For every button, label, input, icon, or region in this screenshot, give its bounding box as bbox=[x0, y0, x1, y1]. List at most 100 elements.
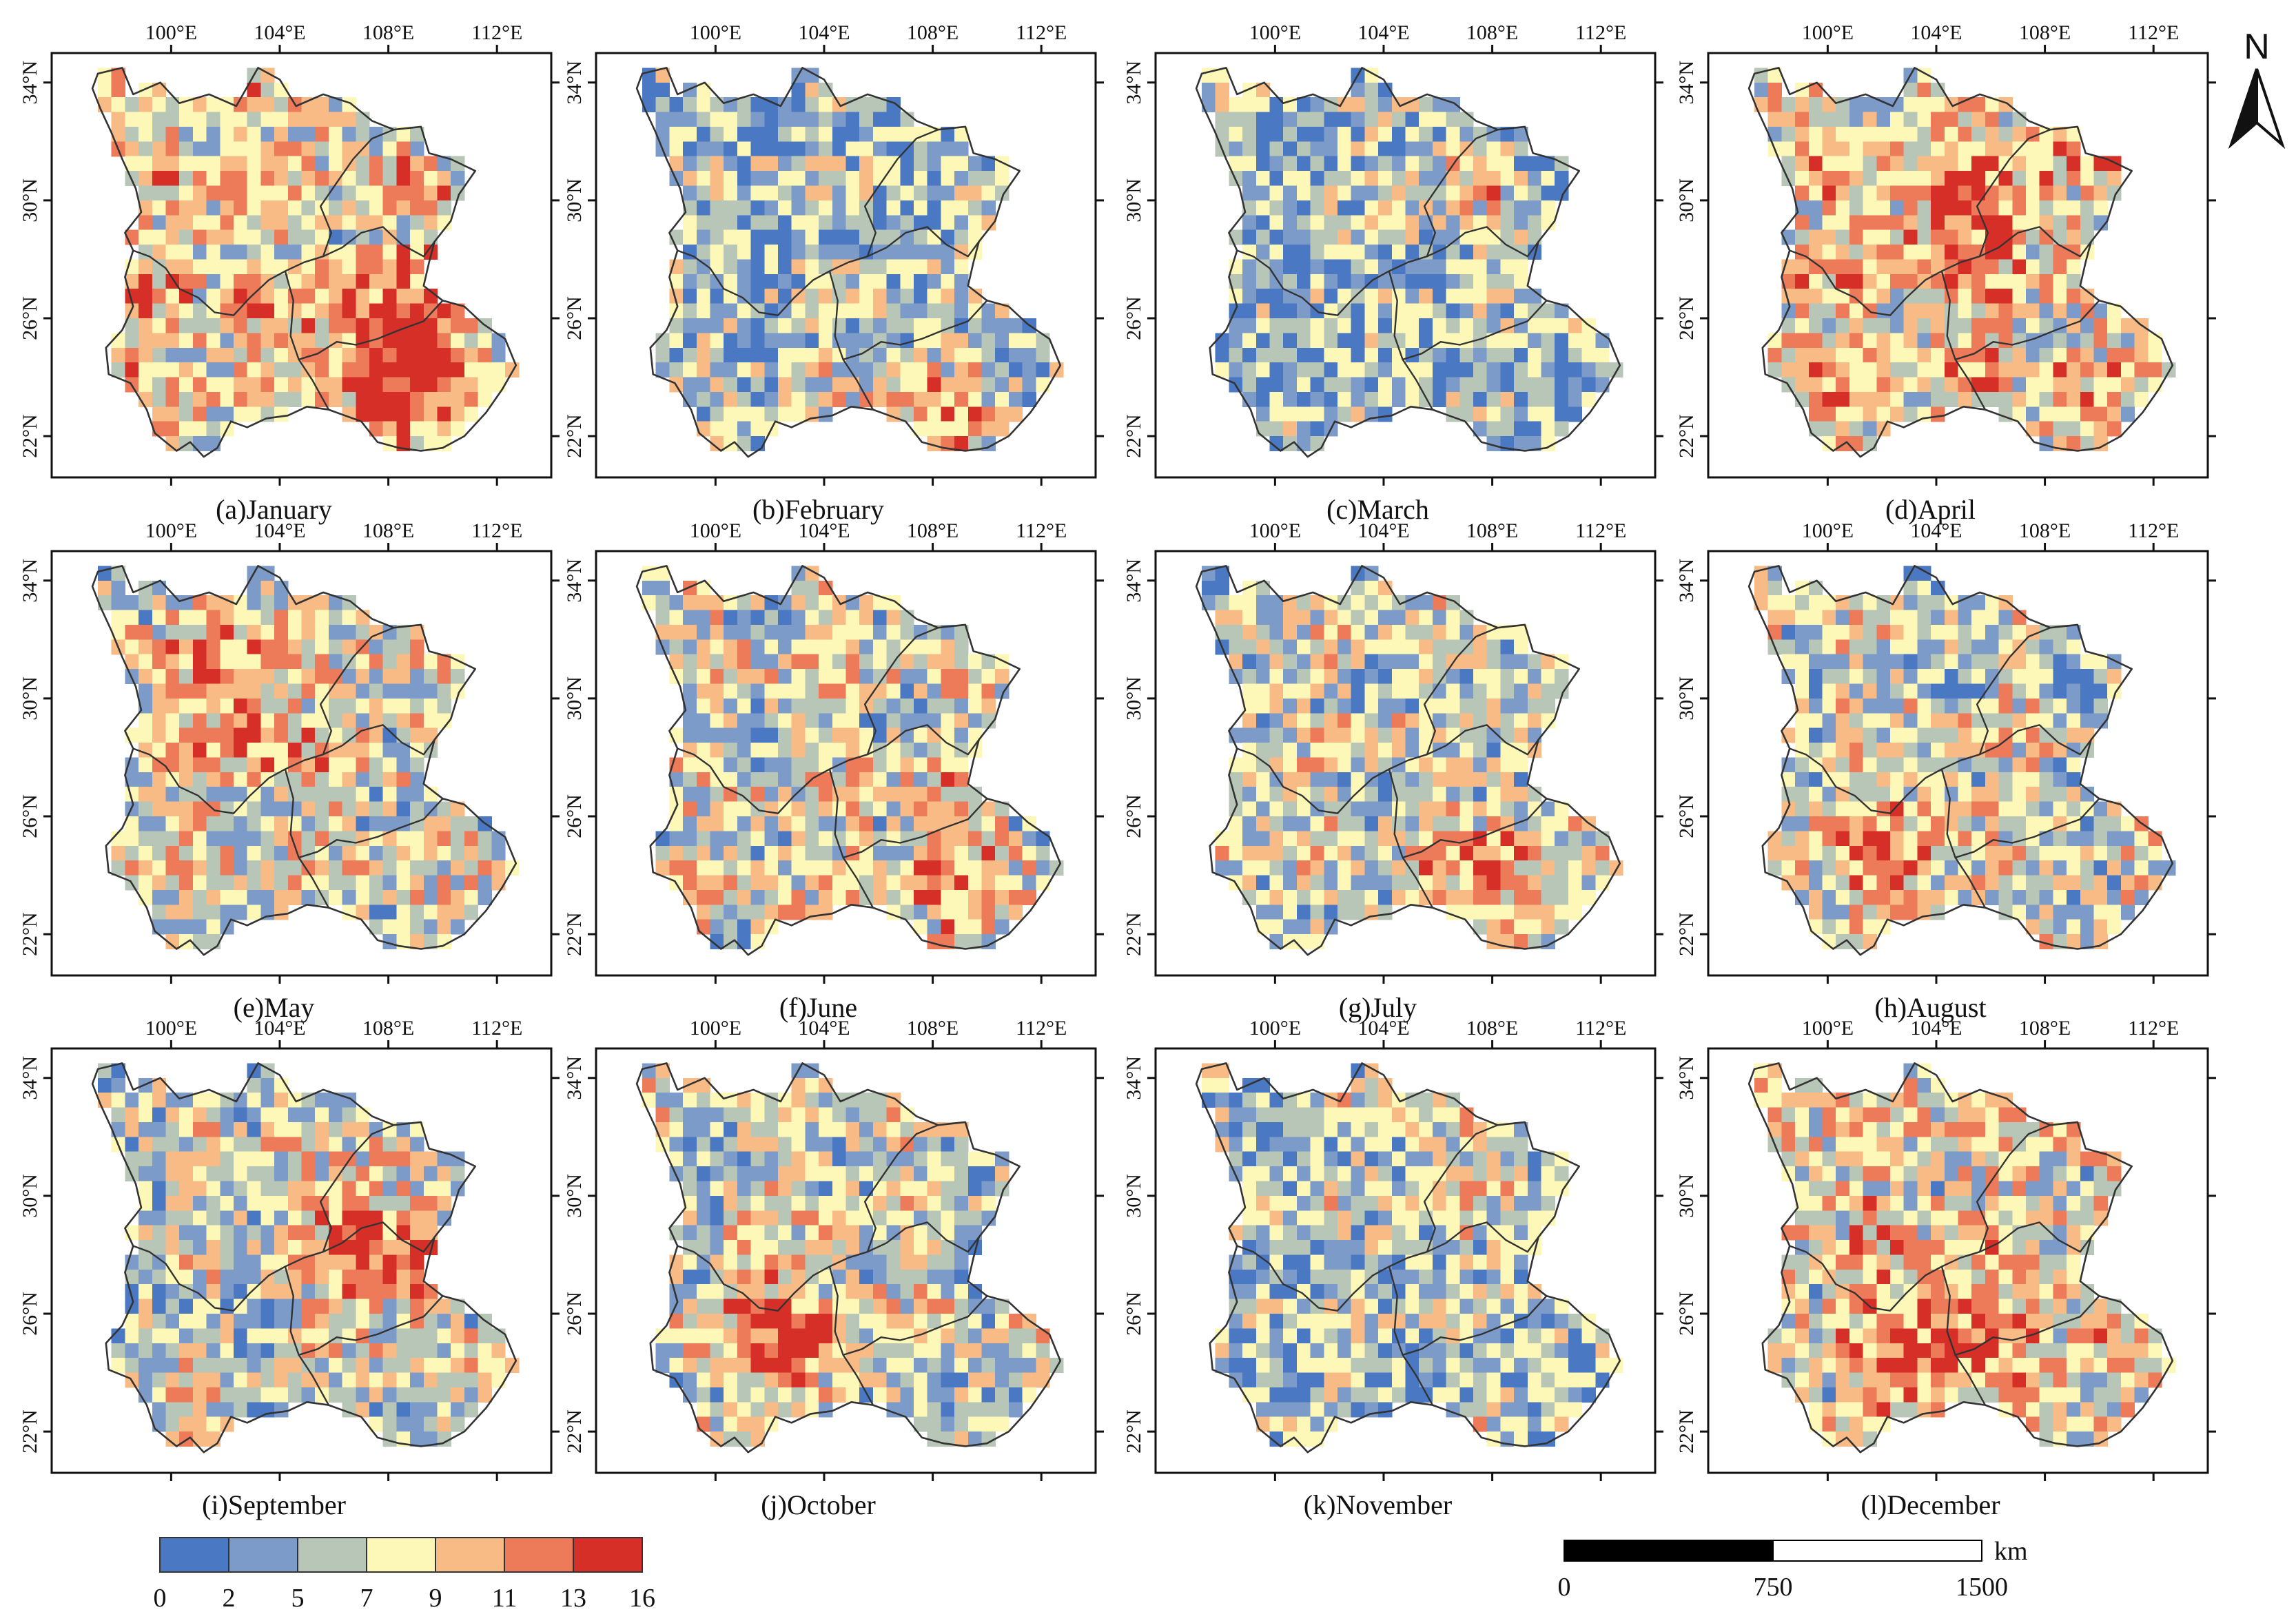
y-tick-label: 30°N bbox=[1675, 178, 1698, 223]
raster-cells bbox=[98, 1063, 520, 1447]
x-tick-label: 112°E bbox=[471, 519, 522, 542]
panel-label: (l)December bbox=[1861, 1489, 2000, 1520]
x-tick-label: 100°E bbox=[1249, 519, 1301, 542]
panel-label: (f)June bbox=[779, 992, 857, 1023]
y-tick-label: 22°N bbox=[1675, 414, 1698, 458]
y-tick-label: 22°N bbox=[19, 1409, 41, 1454]
province-boundary bbox=[1423, 1124, 1498, 1252]
legend-break-label: 0 bbox=[154, 1584, 167, 1613]
province-boundary bbox=[1445, 1221, 1539, 1253]
y-tick-label: 22°N bbox=[1675, 1409, 1698, 1454]
x-tick-label: 104°E bbox=[254, 1017, 305, 1040]
province-boundary bbox=[1998, 1221, 2092, 1253]
map-panel-apr: 100°E 104°E 108°E 112°E 34°N 30°N 26°N 22°N (d)A… bbox=[1675, 21, 2216, 525]
province-boundary bbox=[1236, 247, 1447, 316]
province-boundary bbox=[1998, 226, 2092, 258]
y-tick-label: 26°N bbox=[19, 296, 41, 340]
province-boundary bbox=[341, 226, 435, 258]
province-boundary bbox=[1976, 1124, 2051, 1252]
panel-label: (d)April bbox=[1885, 494, 1976, 525]
y-tick-label: 30°N bbox=[19, 178, 41, 223]
map-panel-sep: 100°E 104°E 108°E 112°E 34°N 30°N 26°N 22°N (i)S… bbox=[19, 1017, 560, 1520]
raster-cells bbox=[1754, 1063, 2176, 1447]
legend-swatch bbox=[297, 1537, 367, 1573]
legend-swatch bbox=[228, 1537, 298, 1573]
raster-cells bbox=[1202, 1063, 1623, 1447]
province-boundary bbox=[1789, 745, 2000, 814]
province-boundary bbox=[298, 359, 329, 411]
y-tick-label: 34°N bbox=[563, 1056, 586, 1100]
x-tick-label: 108°E bbox=[2019, 1017, 2071, 1040]
x-tick-label: 104°E bbox=[1357, 1017, 1409, 1040]
raster-cells bbox=[642, 1063, 1064, 1447]
x-tick-label: 112°E bbox=[1016, 21, 1067, 44]
province-boundary bbox=[1954, 857, 1986, 909]
y-tick-label: 34°N bbox=[1675, 1056, 1698, 1100]
x-tick-label: 112°E bbox=[471, 21, 522, 44]
y-tick-label: 30°N bbox=[1123, 1174, 1145, 1218]
map-panel-jul: 100°E 104°E 108°E 112°E 34°N 30°N 26°N 22°N (g)J… bbox=[1123, 519, 1663, 1023]
y-tick-label: 26°N bbox=[1123, 1292, 1145, 1336]
province-boundary bbox=[842, 1354, 874, 1406]
province-boundary bbox=[298, 1354, 329, 1406]
x-tick-label: 104°E bbox=[1357, 21, 1409, 44]
x-tick-label: 108°E bbox=[362, 519, 414, 542]
province-boundary bbox=[132, 1242, 343, 1312]
x-tick-label: 112°E bbox=[1575, 519, 1626, 542]
x-tick-label: 100°E bbox=[145, 1017, 197, 1040]
x-tick-label: 112°E bbox=[1575, 1017, 1626, 1040]
map-panel-aug: 100°E 104°E 108°E 112°E 34°N 30°N 26°N 22°N (h)A… bbox=[1675, 519, 2216, 1023]
x-tick-label: 100°E bbox=[690, 519, 741, 542]
y-tick-label: 34°N bbox=[19, 559, 41, 603]
x-tick-label: 108°E bbox=[2019, 21, 2071, 44]
x-tick-label: 104°E bbox=[254, 519, 305, 542]
province-boundary bbox=[1940, 1266, 2100, 1356]
x-tick-label: 112°E bbox=[2128, 21, 2179, 44]
province-boundary bbox=[132, 247, 343, 316]
x-tick-label: 108°E bbox=[1466, 21, 1518, 44]
province-boundary bbox=[842, 857, 874, 909]
x-tick-label: 108°E bbox=[2019, 519, 2071, 542]
north-arrow-icon: N bbox=[2228, 27, 2286, 149]
x-tick-label: 100°E bbox=[1249, 21, 1301, 44]
y-tick-label: 22°N bbox=[1675, 912, 1698, 956]
x-tick-label: 100°E bbox=[1249, 1017, 1301, 1040]
y-tick-label: 30°N bbox=[1675, 676, 1698, 721]
map-panel-oct: 100°E 104°E 108°E 112°E 34°N 30°N 26°N 22°N (j)O… bbox=[563, 1017, 1104, 1520]
y-tick-label: 26°N bbox=[1675, 1292, 1698, 1336]
y-tick-label: 22°N bbox=[19, 912, 41, 956]
y-tick-label: 22°N bbox=[19, 414, 41, 458]
x-tick-label: 100°E bbox=[690, 21, 741, 44]
y-tick-label: 26°N bbox=[1675, 794, 1698, 838]
province-boundary bbox=[319, 1124, 394, 1252]
y-tick-label: 30°N bbox=[1675, 1174, 1698, 1218]
y-tick-label: 34°N bbox=[1675, 61, 1698, 105]
x-tick-label: 100°E bbox=[145, 21, 197, 44]
y-tick-label: 30°N bbox=[563, 178, 586, 223]
province-boundary bbox=[1954, 1354, 1986, 1406]
y-tick-label: 30°N bbox=[1123, 676, 1145, 721]
y-tick-label: 34°N bbox=[1123, 61, 1145, 105]
province-boundary bbox=[1236, 745, 1447, 814]
province-boundary bbox=[1388, 271, 1548, 361]
y-tick-label: 22°N bbox=[1123, 414, 1145, 458]
y-tick-label: 30°N bbox=[19, 1174, 41, 1218]
y-tick-label: 30°N bbox=[1123, 178, 1145, 223]
province-boundary bbox=[1402, 1354, 1433, 1406]
x-tick-label: 104°E bbox=[1910, 519, 1962, 542]
map-panel-jan: 100°E 104°E 108°E 112°E 34°N 30°N 26°N 22°N (a)J… bbox=[19, 21, 560, 525]
region-outline bbox=[1747, 67, 2174, 458]
legend-break-label: 2 bbox=[223, 1584, 236, 1613]
province-boundary bbox=[1423, 627, 1498, 755]
region-outline bbox=[635, 67, 1062, 458]
province-boundary bbox=[284, 1266, 444, 1356]
province-boundary bbox=[284, 769, 444, 859]
x-tick-label: 104°E bbox=[1910, 1017, 1962, 1040]
province-boundary bbox=[1954, 359, 1986, 411]
y-tick-label: 22°N bbox=[563, 912, 586, 956]
raster-cells bbox=[1754, 68, 2176, 452]
x-tick-label: 108°E bbox=[907, 21, 959, 44]
province-boundary bbox=[863, 1124, 939, 1252]
x-tick-label: 112°E bbox=[2128, 519, 2179, 542]
y-tick-label: 22°N bbox=[563, 414, 586, 458]
